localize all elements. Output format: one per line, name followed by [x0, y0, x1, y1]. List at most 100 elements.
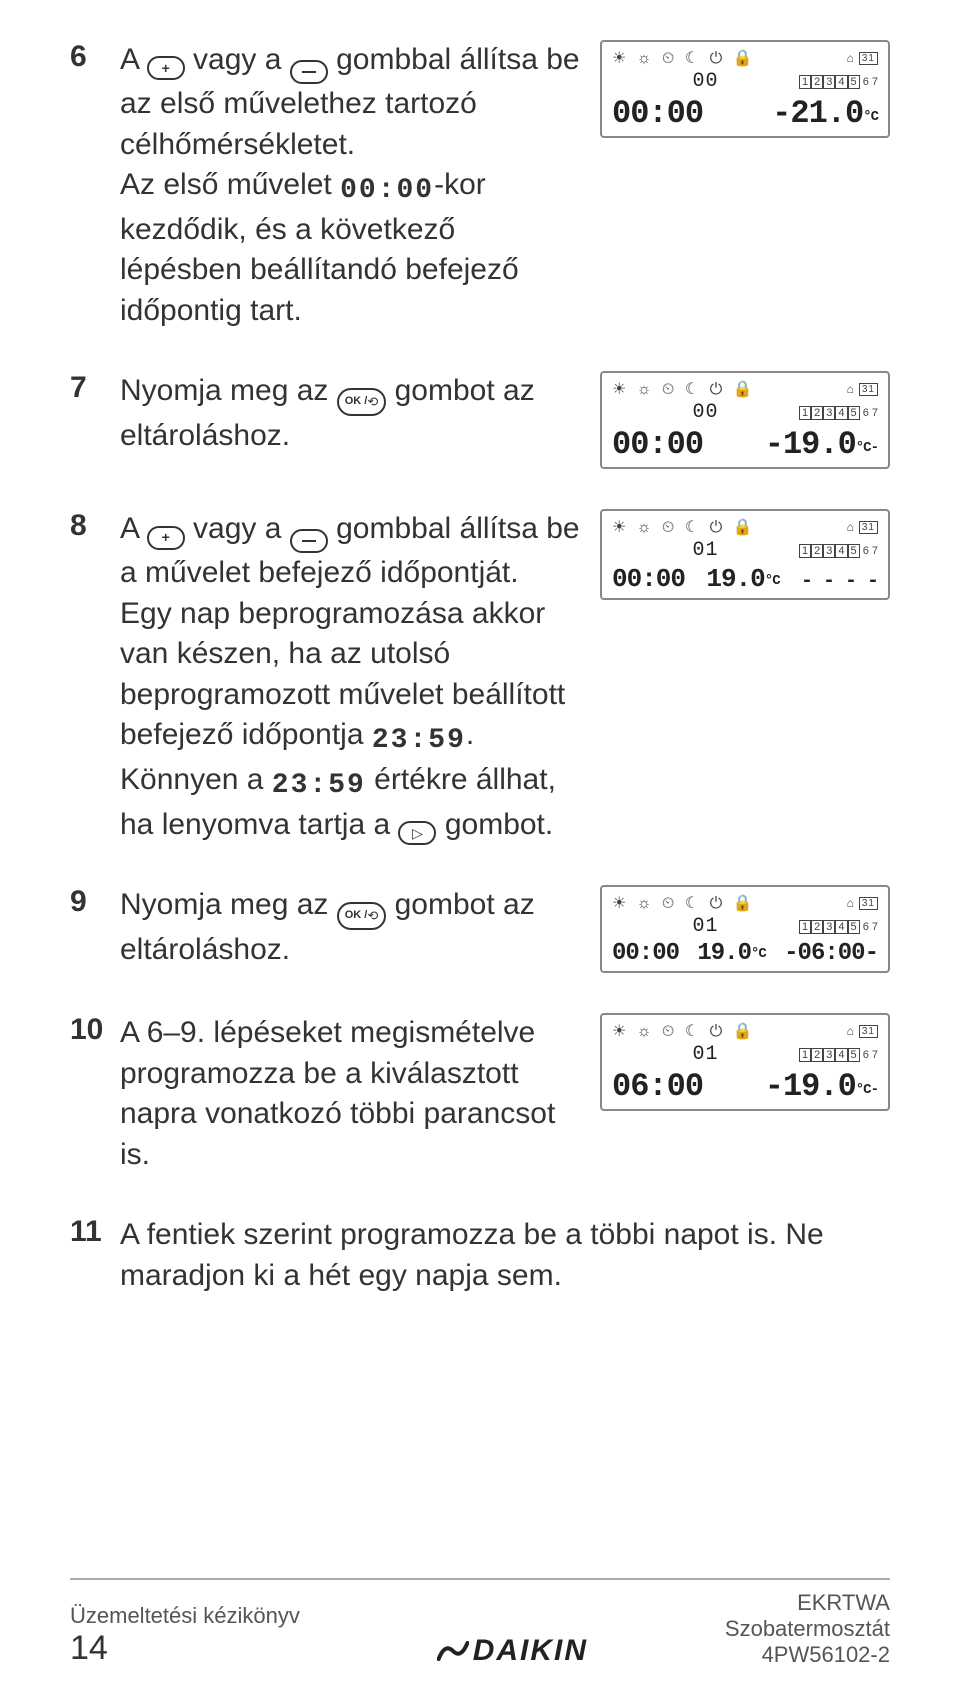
lcd-small: 01 [612, 915, 799, 938]
text: A [120, 43, 138, 76]
set-cal-icons: ⌂31 [847, 382, 878, 396]
segment-2359: 23:59 [372, 722, 466, 760]
ok-icon: OK / [345, 394, 368, 409]
step-6-row: 6 A + vagy a gombbal állítsa be az első … [70, 40, 890, 331]
lcd-icon-row: ☀ ☼ ⏲ ☾ ⏻ 🔒 ⌂31 [612, 517, 878, 537]
text: Egy nap beprogramozása akkor van készen,… [120, 597, 565, 752]
right-icon: ▷ [412, 824, 423, 843]
segment-2359: 23:59 [272, 767, 366, 805]
step-6-body: A + vagy a gombbal állítsa be az első mű… [120, 40, 600, 331]
model: EKRTWA [725, 1590, 890, 1616]
lcd-mid: 01 12345 6 7 [612, 1043, 878, 1066]
lcd-temp: 19.0°C [697, 940, 765, 967]
step-8-row: 8 A + vagy a gombbal állítsa be a művele… [70, 509, 890, 845]
text: A 6–9. lépéseket megismételve programozz… [120, 1016, 555, 1171]
step-number: 8 [70, 509, 120, 543]
text: A [120, 512, 138, 545]
lcd-time: 00:00 [612, 940, 679, 967]
lcd-icon-row: ☀ ☼ ⏲ ☾ ⏻ 🔒 ⌂31 [612, 1021, 878, 1041]
lcd-days: 12345 6 7 [799, 544, 878, 558]
plus-icon: + [162, 528, 170, 547]
text: Nyomja meg az [120, 374, 337, 407]
mode-icons: ☀ ☼ ⏲ ☾ ⏻ 🔒 [612, 48, 756, 68]
lcd-mid: 00 12345 6 7 [612, 401, 878, 424]
text: Nyomja meg az [120, 888, 337, 921]
lcd-days: 12345 6 7 [799, 920, 878, 934]
step-number: 10 [70, 1013, 120, 1047]
right-button-icon: ▷ [398, 821, 436, 845]
step-number: 7 [70, 371, 120, 405]
lcd-box: ☀ ☼ ⏲ ☾ ⏻ 🔒 ⌂31 00 12345 6 7 00:00 -21.0… [600, 40, 890, 138]
page-footer: Üzemeltetési kézikönyv 14 DAIKIN EKRTWA … [70, 1578, 890, 1668]
lcd-main: 00:00 19.0°C - - - - [612, 564, 878, 594]
plus-button-icon: + [147, 526, 185, 550]
minus-button-icon [290, 529, 328, 553]
lcd-7: ☀ ☼ ⏲ ☾ ⏻ 🔒 ⌂31 00 12345 6 7 00:00 -19.0… [600, 371, 890, 469]
ok-icon: OK / [345, 908, 368, 923]
footer-right: EKRTWA Szobatermosztát 4PW56102-2 [725, 1590, 890, 1668]
lcd-8: ☀ ☼ ⏲ ☾ ⏻ 🔒 ⌂31 01 12345 6 7 00:00 19.0°… [600, 509, 890, 600]
daikin-logo: DAIKIN [437, 1634, 588, 1667]
step-number: 11 [70, 1215, 120, 1249]
ok-button-icon: OK /⟲ [337, 388, 387, 416]
lcd-6: ☀ ☼ ⏲ ☾ ⏻ 🔒 ⌂31 00 12345 6 7 00:00 -21.0… [600, 40, 890, 138]
footer-row: Üzemeltetési kézikönyv 14 DAIKIN EKRTWA … [70, 1590, 890, 1668]
lcd-temp: -19.0°C- [765, 426, 878, 463]
lcd-dashes: - - - - [801, 570, 878, 593]
text: Az első művelet [120, 168, 340, 201]
minus-icon [302, 71, 316, 73]
step-9-row: 9 Nyomja meg az OK /⟲ gombot az eltárolá… [70, 885, 890, 973]
lcd-days: 12345 6 7 [799, 406, 878, 420]
lcd-icon-row: ☀ ☼ ⏲ ☾ ⏻ 🔒 ⌂31 [612, 48, 878, 68]
lcd-box: ☀ ☼ ⏲ ☾ ⏻ 🔒 ⌂31 01 12345 6 7 00:00 19.0°… [600, 509, 890, 600]
minus-button-icon [290, 60, 328, 84]
set-cal-icons: ⌂31 [847, 51, 878, 65]
minus-icon [302, 540, 316, 542]
lcd-main: 00:00 -19.0°C- [612, 426, 878, 463]
lcd-main: 06:00 -19.0°C- [612, 1068, 878, 1105]
mode-icons: ☀ ☼ ⏲ ☾ ⏻ 🔒 [612, 379, 756, 399]
step-7-row: 7 Nyomja meg az OK /⟲ gombot az eltárolá… [70, 371, 890, 469]
lcd-box: ☀ ☼ ⏲ ☾ ⏻ 🔒 ⌂31 00 12345 6 7 00:00 -19.0… [600, 371, 890, 469]
text: gombot. [445, 808, 553, 841]
text: vagy a [193, 512, 290, 545]
text: vagy a [193, 43, 290, 76]
set-cal-icons: ⌂31 [847, 896, 878, 910]
lcd-box: ☀ ☼ ⏲ ☾ ⏻ 🔒 ⌂31 01 12345 6 7 00:00 19.0°… [600, 885, 890, 973]
text: gombbal állítsa be a művelet befejező id… [120, 512, 580, 589]
text: Könnyen a [120, 763, 272, 796]
set-cal-icons: ⌂31 [847, 520, 878, 534]
lcd-temp: -19.0°C- [765, 1068, 878, 1105]
lcd-main: 00:00 -21.0°C [612, 95, 878, 132]
product: Szobatermosztát [725, 1616, 890, 1642]
lcd-time: 00:00 [612, 426, 703, 463]
plus-icon: + [162, 59, 170, 78]
footer-divider [70, 1578, 890, 1580]
step-number: 6 [70, 40, 120, 74]
mode-icons: ☀ ☼ ⏲ ☾ ⏻ 🔒 [612, 893, 756, 913]
lcd-small: 00 [612, 401, 799, 424]
lcd-main: 00:00 19.0°C -06:00- [612, 940, 878, 967]
plus-button-icon: + [147, 56, 185, 80]
lcd-days: 12345 6 7 [799, 75, 878, 89]
text: A fentiek szerint programozza be a többi… [120, 1218, 824, 1292]
mode-icons: ☀ ☼ ⏲ ☾ ⏻ 🔒 [612, 517, 756, 537]
lcd-icon-row: ☀ ☼ ⏲ ☾ ⏻ 🔒 ⌂31 [612, 379, 878, 399]
lcd-mid: 01 12345 6 7 [612, 539, 878, 562]
lcd-temp: -21.0°C [772, 95, 878, 132]
page-number: 14 [70, 1629, 300, 1668]
text: gombbal állítsa be az első művelethez ta… [120, 43, 580, 161]
lcd-temp: 19.0°C [706, 564, 779, 594]
lcd-end: -06:00- [784, 940, 878, 967]
page: 6 A + vagy a gombbal állítsa be az első … [0, 0, 960, 1708]
lcd-small: 00 [612, 70, 799, 93]
lcd-9: ☀ ☼ ⏲ ☾ ⏻ 🔒 ⌂31 01 12345 6 7 00:00 19.0°… [600, 885, 890, 973]
daikin-wave-icon [437, 1638, 469, 1664]
lcd-mid: 00 12345 6 7 [612, 70, 878, 93]
lcd-time: 06:00 [612, 1068, 703, 1105]
step-8-body: A + vagy a gombbal állítsa be a művelet … [120, 509, 600, 845]
lcd-time: 00:00 [612, 564, 685, 594]
step-9-body: Nyomja meg az OK /⟲ gombot az eltárolásh… [120, 885, 600, 970]
mode-icons: ☀ ☼ ⏲ ☾ ⏻ 🔒 [612, 1021, 756, 1041]
step-11-body: A fentiek szerint programozza be a többi… [120, 1215, 890, 1296]
